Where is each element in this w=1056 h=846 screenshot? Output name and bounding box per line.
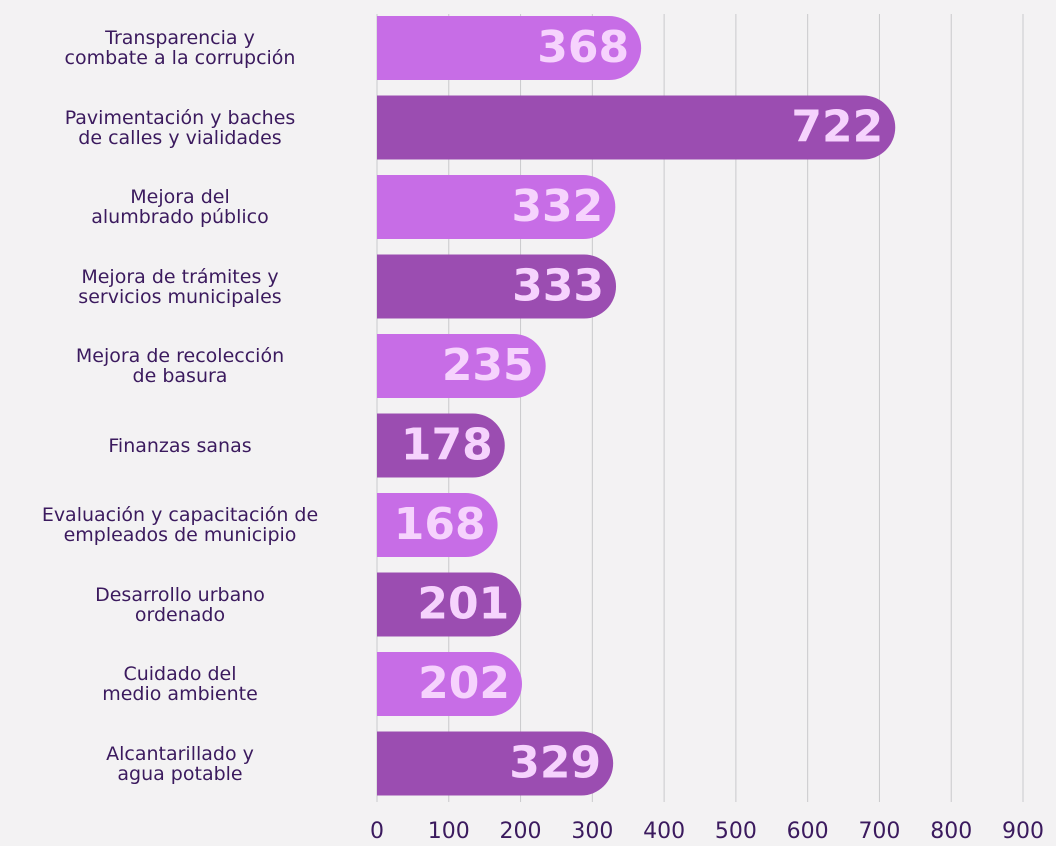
- y-tick-label: Pavimentación y baches de calles y viali…: [64, 106, 296, 149]
- y-tick-label: Evaluación y capacitación de empleados d…: [41, 504, 319, 546]
- bar: [377, 652, 522, 716]
- value-label: 332: [511, 181, 603, 232]
- x-tick-label: 400: [643, 819, 685, 844]
- x-tick-label: 300: [571, 819, 613, 844]
- y-tick-label: Mejora de recolección de basura: [75, 345, 285, 387]
- bar: [377, 731, 614, 796]
- y-tick-label: Cuidado del medio ambiente: [102, 663, 258, 705]
- x-tick-label: 200: [500, 819, 542, 844]
- x-tick-label: 900: [1002, 819, 1044, 844]
- y-tick-label: Mejora del alumbrado público: [91, 186, 269, 228]
- x-tick-label: 500: [715, 819, 757, 844]
- value-label: 368: [537, 22, 629, 73]
- value-label: 722: [791, 102, 883, 153]
- y-tick-label: Alcantarillado y agua potable: [106, 742, 254, 785]
- value-label: 202: [418, 658, 510, 709]
- bar: [377, 334, 546, 398]
- y-tick-label: Desarrollo urbano ordenado: [95, 583, 265, 626]
- bar: [377, 254, 617, 319]
- x-tick-label: 800: [930, 819, 972, 844]
- value-label: 168: [394, 499, 486, 550]
- x-tick-label: 600: [787, 819, 829, 844]
- x-tick-label: 100: [428, 819, 470, 844]
- x-tick-label: 700: [858, 819, 900, 844]
- x-tick-label: 0: [370, 819, 384, 844]
- bar: [377, 493, 498, 557]
- bar: [377, 175, 616, 239]
- value-label: 333: [512, 261, 604, 312]
- value-label: 201: [417, 579, 509, 630]
- bar: [377, 16, 642, 80]
- y-tick-label: Mejora de trámites y servicios municipal…: [78, 265, 282, 308]
- bar: [377, 95, 896, 160]
- bar: [377, 572, 522, 637]
- bar: [377, 413, 505, 478]
- y-tick-label: Finanzas sanas: [108, 434, 252, 457]
- value-label: 329: [509, 738, 601, 789]
- y-tick-label: Transparencia y combate a la corrupción: [64, 27, 296, 69]
- value-label: 235: [442, 340, 534, 391]
- value-label: 178: [401, 420, 493, 471]
